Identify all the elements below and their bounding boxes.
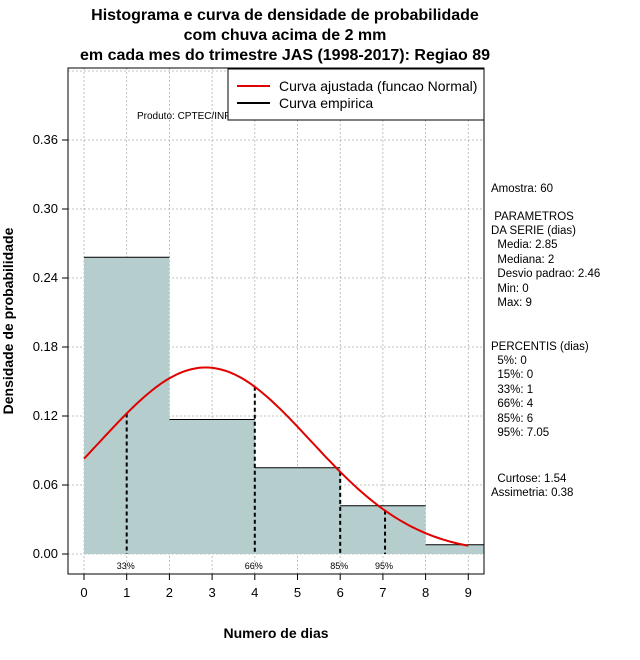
- stat-max: Max: 9: [491, 297, 532, 309]
- bar-layer: [84, 256, 484, 554]
- stat-p33: 33%: 1: [491, 384, 534, 396]
- stat-params-header-2: DA SERIE (dias): [491, 225, 576, 237]
- percentile-label-33%: 33%: [117, 561, 135, 571]
- x-tick-label: 2: [166, 585, 173, 600]
- histogram-bar-4: [425, 544, 484, 554]
- axis-layer: 0 1 2 3 4 5 6 7 8 9 0.00 0.06 0.12 0.18 0.24 0.30 0.36: [33, 132, 472, 600]
- stat-percentis-header: PERCENTIS (dias): [491, 341, 589, 353]
- histogram-bar-0: [84, 257, 170, 554]
- legend-empirical-label: Curva empirica: [279, 95, 373, 111]
- x-axis-label: Numero de dias: [223, 625, 328, 641]
- legend-fitted-label: Curva ajustada (funcao Normal): [279, 78, 477, 94]
- percentile-label-66%: 66%: [245, 561, 263, 571]
- stat-min: Min: 0: [491, 283, 529, 295]
- y-axis-label: Densidade de probabilidade: [0, 227, 16, 414]
- plot-frame: [67, 67, 485, 575]
- stat-p95: 95%: 7.05: [491, 427, 550, 439]
- stat-media: Media: 2.85: [491, 239, 558, 251]
- y-tick-label: 0.36: [33, 132, 58, 147]
- percentile-layer: 33% 66% 85% 95%: [117, 386, 393, 571]
- stat-assimetria: Assimetria: 0.38: [491, 487, 574, 499]
- y-tick-label: 0.06: [33, 477, 58, 492]
- y-tick-label: 0.30: [33, 201, 58, 216]
- stat-desvio: Desvio padrao: 2.46: [491, 268, 601, 280]
- percentile-label-95%: 95%: [375, 561, 393, 571]
- x-tick-label: 4: [251, 585, 258, 600]
- stat-mediana: Mediana: 2: [491, 254, 555, 266]
- y-tick-label: 0.24: [33, 270, 58, 285]
- y-tick-label: 0.00: [33, 546, 58, 561]
- stat-params-header-1: PARAMETROS: [491, 211, 574, 223]
- chart-title-line-1: Histograma e curva de densidade de proba…: [91, 7, 479, 24]
- stat-p5: 5%: 0: [491, 355, 527, 367]
- histogram-bar-1: [169, 419, 255, 554]
- legend: Curva ajustada (funcao Normal) Curva emp…: [227, 68, 485, 121]
- y-tick-label: 0.12: [33, 408, 58, 423]
- stat-p15: 15%: 0: [491, 369, 534, 381]
- stat-curtose: Curtose: 1.54: [491, 473, 567, 485]
- x-tick-label: 6: [337, 585, 344, 600]
- x-tick-label: 8: [422, 585, 429, 600]
- x-tick-label: 1: [123, 585, 130, 600]
- stat-p66: 66%: 4: [491, 398, 534, 410]
- x-tick-label: 5: [294, 585, 301, 600]
- x-tick-label: 0: [80, 585, 87, 600]
- y-tick-label: 0.18: [33, 339, 58, 354]
- stat-p85: 85%: 6: [491, 413, 534, 425]
- histogram-bar-3: [340, 505, 426, 554]
- chart-title-line-2: com chuva acima de 2 mm: [183, 27, 387, 44]
- normal-fit-curve: [83, 366, 469, 547]
- x-tick-label: 9: [465, 585, 472, 600]
- histogram-bar-2: [254, 467, 341, 554]
- x-tick-label: 3: [208, 585, 215, 600]
- legend-box: [227, 68, 485, 121]
- product-label: Produto: CPTEC/INPE: [137, 111, 238, 122]
- percentile-label-85%: 85%: [330, 561, 348, 571]
- stat-amostra: Amostra: 60: [491, 183, 553, 195]
- chart-title-line-3: em cada mes do trimestre JAS (1998-2017)…: [80, 47, 490, 64]
- x-tick-label: 7: [379, 585, 386, 600]
